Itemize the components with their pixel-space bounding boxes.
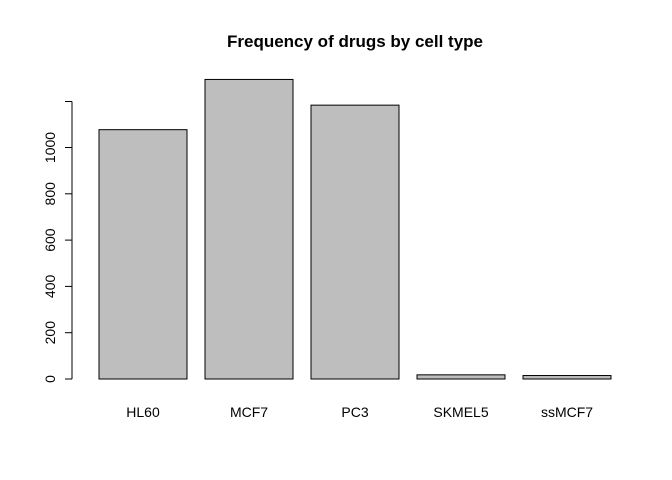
- y-tick-label: 600: [42, 228, 58, 252]
- bar-mcf7: [204, 78, 294, 380]
- x-tick-label: HL60: [126, 404, 160, 420]
- bar-ssmcf7: [522, 375, 612, 380]
- x-axis-labels: HL60 MCF7 PC3 SKMEL5 ssMCF7: [126, 404, 593, 420]
- bar-pc3: [310, 104, 400, 380]
- y-axis: 0 200 400 600 800 1000: [42, 101, 73, 383]
- chart-title: Frequency of drugs by cell type: [227, 32, 483, 51]
- y-tick-label: 1000: [42, 132, 58, 163]
- x-tick-label: ssMCF7: [541, 404, 593, 420]
- bars: [98, 78, 612, 380]
- x-tick-label: MCF7: [230, 404, 268, 420]
- y-tick-label: 0: [42, 375, 58, 383]
- y-tick-label: 800: [42, 182, 58, 206]
- x-tick-label: SKMEL5: [433, 404, 488, 420]
- y-tick-label: 200: [42, 321, 58, 345]
- x-tick-label: PC3: [341, 404, 368, 420]
- y-tick-label: 400: [42, 275, 58, 299]
- bar-skmel5: [416, 374, 506, 380]
- bar-hl60: [98, 129, 188, 380]
